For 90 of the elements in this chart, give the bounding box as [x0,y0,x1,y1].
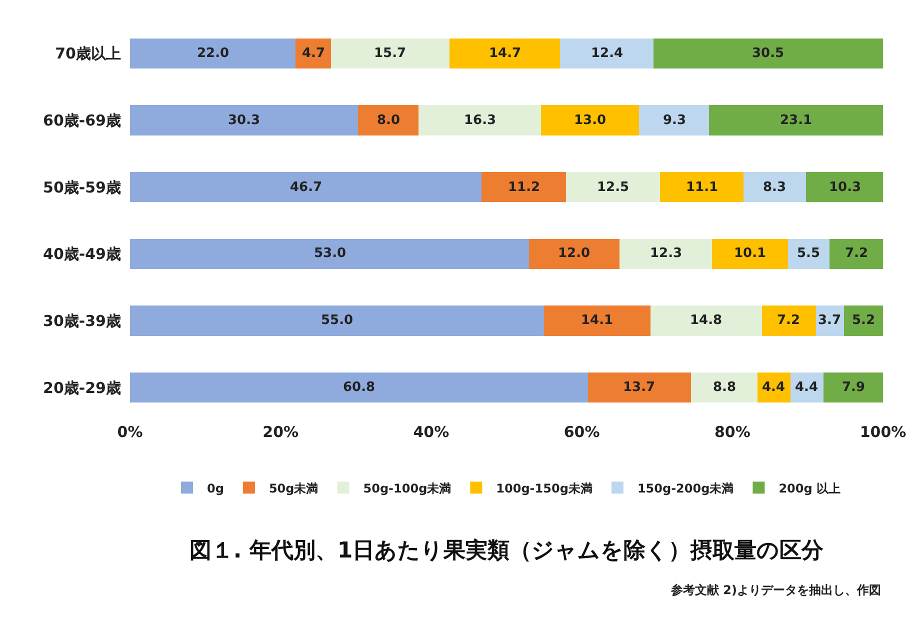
bar [418,105,542,136]
bar [588,372,691,403]
data-label: 4.4 [762,380,786,395]
bar [650,306,762,336]
x-tick-label: 100% [860,423,906,441]
bar [331,38,450,68]
data-label: 5.2 [852,313,876,328]
bar [639,105,710,136]
data-label: 12.4 [591,46,624,61]
bar [541,105,640,136]
bar [130,105,358,136]
bar [660,172,744,202]
bar [744,172,806,202]
bar [566,172,660,202]
data-label: 55.0 [321,313,354,328]
data-label: 11.2 [508,180,540,195]
data-label: 14.7 [489,46,522,61]
data-label: 11.1 [686,180,718,195]
bar [690,372,758,403]
data-label: 30.3 [228,113,260,128]
data-label: 5.5 [797,246,820,261]
legend-label: 50g未満 [268,481,318,496]
data-label: 12.3 [650,246,682,261]
bar [296,38,332,68]
data-label: 10.1 [734,246,766,261]
x-tick-label: 20% [262,423,299,441]
data-label: 7.9 [842,380,866,395]
bar [824,372,883,403]
text: 図１. 年代別、1日あたり果実類（ジャムを除く）摂取量の区分 [189,537,825,564]
legend-label: 200g 以上 [778,481,841,496]
bar [130,238,530,269]
bar [844,306,883,336]
legend-label: 150g-200g未満 [637,481,734,496]
bar [130,306,544,336]
bar [358,105,418,136]
y-tick-label: 20歳-29歳 [43,378,121,397]
bar [544,306,650,336]
bar [130,172,482,202]
bar [806,172,883,202]
x-tick-label: 40% [413,423,450,441]
data-label: 46.7 [290,180,322,195]
legend-label: 100g-150g未満 [496,481,592,496]
data-label: 12.0 [558,246,590,261]
data-label: 7.2 [845,246,868,261]
bar [653,38,883,68]
data-label: 4.4 [795,380,818,395]
data-label: 3.7 [818,313,842,328]
y-tick-label: 60歳-69歳 [43,112,121,130]
x-tick-label: 60% [564,423,600,441]
bar [449,38,560,68]
data-label: 23.1 [780,113,812,128]
y-tick-label: 70歳以上 [55,44,121,63]
text: 参考文献 2)よりデータを抽出し、作図 [670,583,882,597]
data-label: 30.5 [752,46,784,61]
data-label: 15.7 [374,46,406,61]
data-label: 9.3 [663,113,686,128]
data-label: 16.3 [464,113,496,128]
x-tick-label: 0% [117,423,143,441]
y-tick-label: 50歳-59歳 [43,178,121,196]
data-label: 8.8 [713,380,736,395]
bar [709,105,883,136]
bar [130,38,296,68]
bar [762,306,816,336]
data-label: 14.8 [690,313,722,328]
bar [830,238,883,269]
data-label: 7.2 [777,313,800,328]
data-label: 53.0 [314,246,346,261]
bar [816,306,844,336]
data-label: 60.8 [343,380,376,395]
bar [560,38,654,68]
data-label: 8.3 [763,180,786,195]
legend-label: 50g-100g未満 [363,481,452,496]
data-label: 13.0 [574,113,606,128]
legend-label: 0g [207,481,224,496]
x-tick-label: 80% [714,423,750,441]
bar [482,172,566,202]
data-label: 22.0 [197,46,230,61]
y-tick-label: 30歳-39歳 [43,312,121,330]
data-label: 4.7 [302,46,326,61]
bar [619,238,712,269]
bar [788,238,830,269]
data-label: 12.5 [597,180,630,195]
bar [130,372,588,403]
data-label: 14.1 [581,313,614,328]
data-label: 8.0 [377,113,400,128]
data-label: 13.7 [623,380,656,395]
bar [529,238,620,269]
y-tick-label: 40歳-49歳 [43,245,121,264]
bar [712,238,788,269]
data-label: 10.3 [829,180,862,195]
